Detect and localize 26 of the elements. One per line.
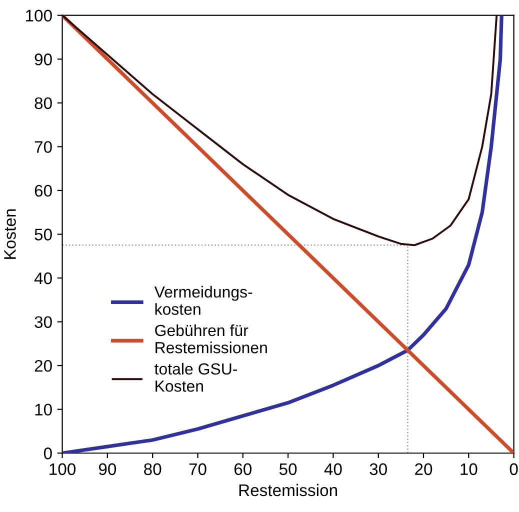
legend-label: totale GSU- Kosten [154,362,238,392]
y-tick-label: 30 [34,316,52,328]
y-tick-label: 10 [35,404,52,416]
x-tick-label: 40 [324,463,342,476]
x-tick-label: 10 [460,463,478,476]
x-tick-label: 60 [234,463,252,476]
y-axis-title: Kosten [4,209,16,259]
y-tick-label: 40 [34,272,52,284]
y-tick-label: 60 [34,184,52,197]
y-tick-label: 100 [26,10,52,22]
y-tick-label: 50 [34,228,52,240]
x-tick-label: 30 [370,463,387,476]
y-tick-label: 80 [34,97,52,110]
x-tick-label: 100 [50,463,76,476]
legend-label: Vermeidungs- kosten [154,286,252,315]
x-tick-label: 0 [510,463,518,476]
x-tick-label: 20 [415,463,432,476]
y-tick-label: 20 [34,360,52,372]
y-tick-label: 70 [34,141,52,153]
y-tick-label: 90 [34,54,52,66]
x-tick-label: 70 [189,463,206,476]
x-tick-label: 80 [144,463,162,476]
x-axis-title: Restemission [239,484,337,496]
y-tick-label: 0 [44,448,52,460]
x-tick-label: 90 [98,463,116,476]
x-tick-label: 50 [279,463,297,476]
